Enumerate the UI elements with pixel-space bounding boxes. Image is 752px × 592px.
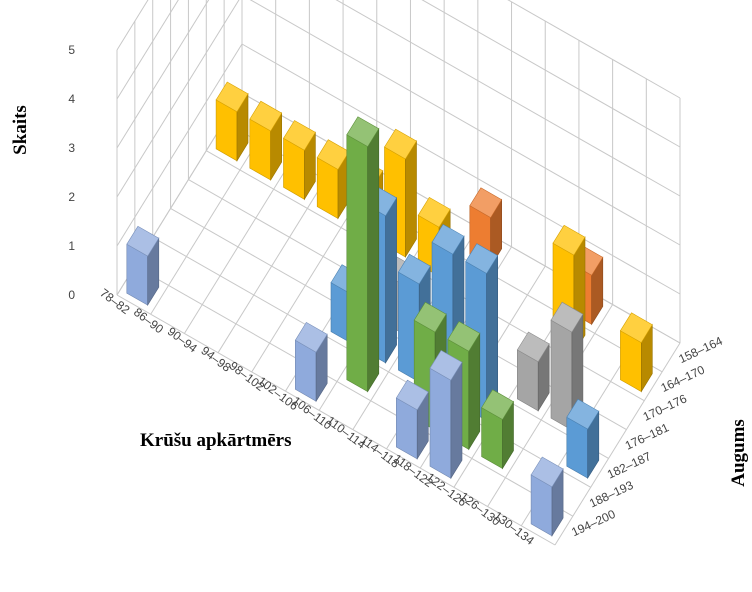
bar-face-top [413,301,447,333]
bar-face-top [431,223,465,255]
bar-face-top [126,225,160,257]
bar-face-top [447,321,481,352]
bar-face-top [346,116,380,148]
y-tick-label: 164–170 [659,362,708,395]
chart-bars [126,81,653,537]
z-tick-label: 2 [68,190,75,204]
z-axis-ticks: 0 1 2 3 4 5 [68,43,75,302]
gridline [116,0,149,51]
x-tick-label: 86–90 [131,305,166,336]
bar-face-top [249,100,283,132]
bar [249,100,283,182]
bar-face-top [481,389,514,420]
bar-face-top [283,120,316,151]
z-tick-label: 3 [68,141,75,155]
y-tick-label: 176–181 [623,420,672,453]
x-tick-label: 130–134 [491,508,537,547]
bar-face-top [619,312,653,344]
bar-face-top [552,224,586,256]
bar-face-top [566,398,600,430]
bar-face-front [429,367,452,479]
gridline [507,0,681,99]
bar-face-top [417,196,451,228]
bar-face-front [346,134,369,393]
bar-face-top [397,253,431,285]
bar-face-side [405,140,417,259]
bar [566,398,600,480]
bar [516,331,550,412]
gridline [116,294,556,546]
z-tick-label: 1 [68,239,75,253]
z-axis-title: Skaits [10,105,31,155]
x-axis-title: Krūšu apkārtmērs [140,430,291,451]
bar-face-top [395,379,429,411]
bar [530,456,564,537]
gridline [134,265,574,517]
bar-face-top [215,81,249,113]
bar-face-top [530,456,564,488]
bar [283,120,316,201]
y-tick-label: 158–164 [676,334,725,367]
y-tick-label: 170–176 [641,391,690,424]
gridline [241,43,681,295]
bar [316,139,350,220]
gridline [116,0,179,100]
gridline [487,304,614,507]
gridline [116,0,210,149]
bar [346,116,380,393]
y-tick-label: 182–187 [605,449,654,482]
bar-face-top [516,331,550,363]
y-tick-label: 188–193 [587,478,636,511]
z-tick-label: 5 [68,43,75,57]
bar [126,225,160,307]
bar [429,349,463,480]
bar [395,379,429,460]
gridline [116,0,240,198]
y-tick-label: 194–200 [569,507,618,540]
bar-face-side [385,196,397,364]
bar [215,81,249,162]
bar-face-top [429,349,463,381]
gridline [116,43,243,247]
bar-face-top [465,243,499,274]
gridline [554,342,681,546]
bar-face-top [469,187,503,219]
bar-face-top [550,301,584,333]
z-tick-label: 4 [68,92,75,106]
bar-face-side [468,332,481,451]
gridline [249,0,681,246]
bar-face-side [450,361,463,480]
bar [294,321,328,403]
z-tick-label: 0 [68,288,75,302]
bar-face-top [384,128,417,160]
bar-face-top [294,321,328,353]
bar-face-side [367,127,380,393]
gridline [335,0,681,197]
bar [619,312,653,393]
bar [481,389,514,470]
x-tick-label: 90–94 [165,324,200,355]
gridline [421,0,681,148]
y-axis-title: Augums [728,419,749,487]
